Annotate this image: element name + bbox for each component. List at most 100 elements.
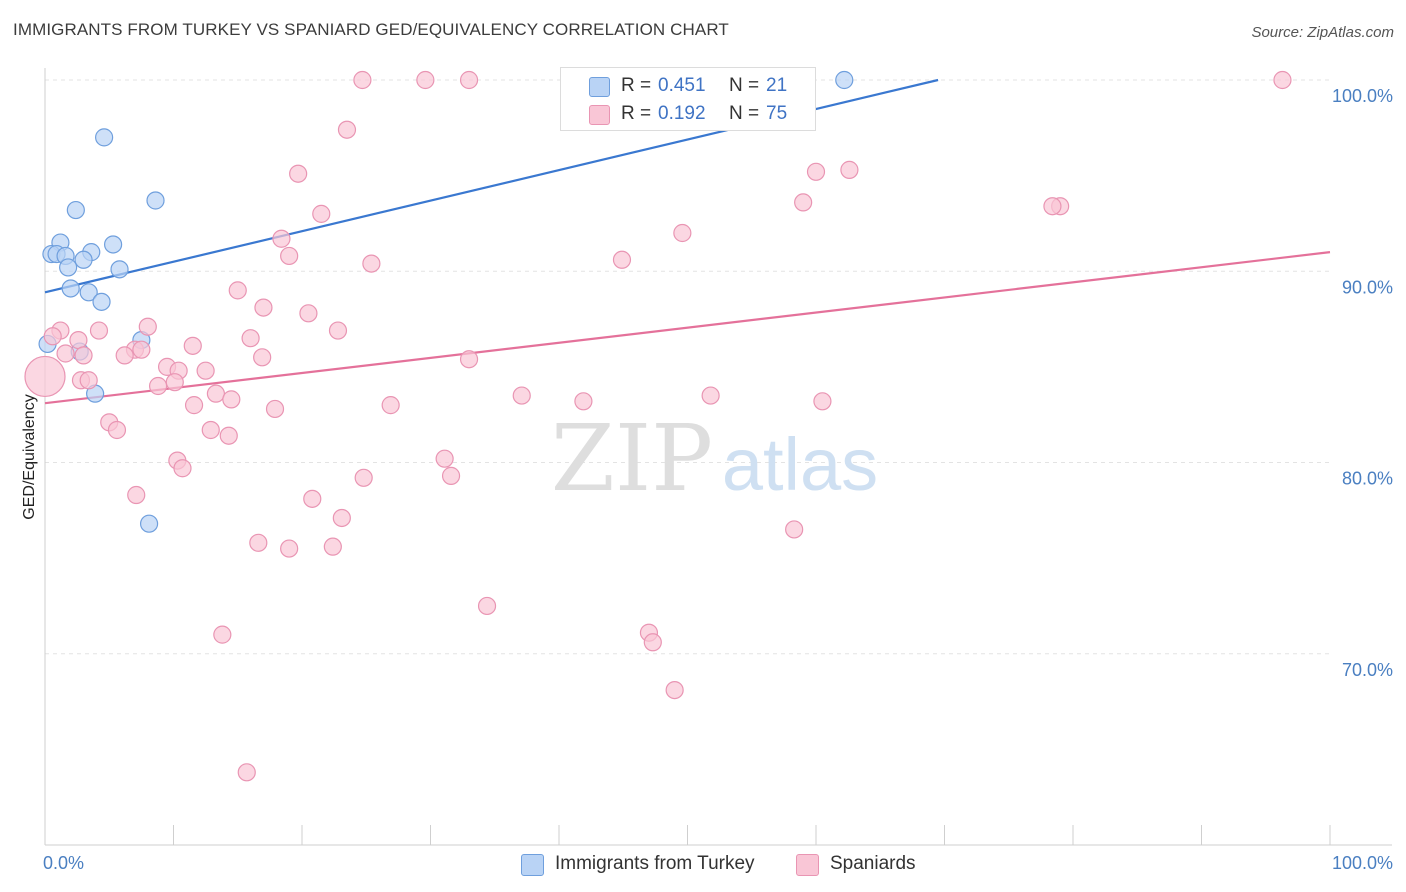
spaniard-point bbox=[74, 346, 93, 365]
turkey-point bbox=[139, 514, 159, 533]
spaniard-point bbox=[79, 371, 98, 390]
spaniard-point bbox=[184, 396, 204, 415]
legend-r-value: 0.451 bbox=[658, 75, 706, 96]
spaniard-point bbox=[196, 361, 215, 380]
source-label: Source: ZipAtlas.com bbox=[1251, 24, 1394, 41]
spaniard-point bbox=[381, 396, 400, 415]
spaniard-point bbox=[435, 449, 454, 468]
axes bbox=[44, 68, 1392, 846]
spaniard-point bbox=[612, 250, 632, 269]
y-tick-label: 80.0% bbox=[1342, 469, 1393, 489]
spaniard-point bbox=[785, 520, 804, 539]
spaniard-point bbox=[574, 392, 593, 411]
watermark-zip: ZIP bbox=[551, 405, 713, 512]
x-tick-label: 100.0% bbox=[1332, 853, 1393, 873]
spaniard-point bbox=[459, 350, 479, 369]
bottom-legend-label-turkey: Immigrants from Turkey bbox=[555, 853, 755, 874]
spaniard-trend-line bbox=[44, 251, 1331, 405]
spaniard-point bbox=[241, 329, 260, 348]
spaniard-point bbox=[43, 327, 62, 346]
y-tick-label: 100.0% bbox=[1332, 86, 1393, 106]
turkey-point bbox=[59, 258, 78, 277]
spaniard-point bbox=[222, 390, 241, 409]
spaniard-point bbox=[665, 680, 684, 700]
spaniard-point bbox=[354, 468, 373, 487]
bottom-legend: Immigrants from Turkey Spaniards bbox=[0, 852, 1406, 878]
spaniard-point bbox=[303, 489, 322, 508]
spaniard-point bbox=[1043, 197, 1062, 216]
turkey-point bbox=[66, 200, 85, 220]
grid-lines bbox=[45, 79, 1330, 655]
spaniard-point bbox=[332, 508, 351, 528]
y-tick-label: 90.0% bbox=[1342, 277, 1393, 297]
legend-n-label: N = bbox=[729, 103, 760, 124]
spaniard-point bbox=[253, 348, 272, 367]
turkey-point bbox=[104, 235, 123, 254]
spaniard-point bbox=[127, 485, 146, 505]
spaniard-point bbox=[441, 466, 461, 485]
spaniard-point bbox=[148, 376, 168, 396]
spaniard-point bbox=[459, 70, 479, 90]
spaniard-point bbox=[840, 160, 859, 179]
spaniard-point bbox=[228, 281, 247, 300]
spaniard-point bbox=[806, 162, 826, 181]
spaniard-point bbox=[323, 537, 342, 556]
spaniard-point bbox=[265, 399, 285, 419]
spaniard-point bbox=[362, 254, 381, 273]
turkey-point bbox=[110, 260, 129, 279]
spaniard-point bbox=[289, 164, 308, 183]
x-tick-label: 0.0% bbox=[43, 853, 84, 873]
spaniard-point bbox=[643, 633, 662, 652]
spaniard-point bbox=[328, 321, 348, 340]
spaniard-point bbox=[213, 625, 232, 644]
spaniard-point bbox=[89, 321, 109, 340]
spaniard-point bbox=[272, 229, 291, 248]
spaniard-point bbox=[312, 204, 331, 223]
spaniard-point bbox=[165, 373, 184, 392]
spaniard-point bbox=[794, 193, 813, 212]
spaniard-point bbox=[280, 539, 299, 558]
turkey-point bbox=[146, 191, 165, 210]
spaniard-point bbox=[56, 344, 75, 363]
spaniard-point bbox=[254, 298, 273, 317]
legend-r-value: 0.192 bbox=[658, 103, 706, 124]
bottom-legend-swatch-spaniards bbox=[796, 854, 819, 876]
spaniard-point bbox=[183, 336, 202, 355]
turkey-point bbox=[61, 279, 80, 298]
spaniard-point bbox=[701, 386, 720, 405]
spaniard-point bbox=[337, 120, 357, 139]
turkey-point bbox=[95, 128, 114, 147]
turkey-point bbox=[835, 70, 854, 90]
legend-row-turkey: R = 0.451 N = 21 bbox=[561, 72, 815, 100]
bottom-legend-label-spaniards: Spaniards bbox=[830, 853, 916, 874]
spaniard-point bbox=[206, 384, 226, 403]
spaniard-point bbox=[173, 459, 192, 478]
spaniard-point bbox=[416, 70, 435, 90]
legend-r-label: R = bbox=[621, 75, 652, 96]
y-tick-labels: 70.0% 80.0% 90.0% 100.0% bbox=[1332, 86, 1393, 680]
spaniard-point bbox=[512, 386, 531, 405]
spaniard-point bbox=[24, 355, 66, 398]
legend-n-label: N = bbox=[729, 75, 760, 96]
legend-row-spaniards: R = 0.192 N = 75 bbox=[561, 100, 815, 128]
bottom-legend-swatch-turkey bbox=[521, 854, 544, 876]
legend-n-value: 21 bbox=[766, 75, 788, 96]
spaniard-point bbox=[813, 392, 832, 411]
spaniard-point bbox=[280, 246, 299, 266]
turkey-point bbox=[79, 283, 98, 302]
watermark-atlas: atlas bbox=[722, 423, 878, 506]
spaniard-point bbox=[107, 420, 127, 440]
legend-swatch-spaniards bbox=[589, 105, 610, 125]
y-axis-label: GED/Equivalency bbox=[21, 394, 38, 519]
spaniard-point bbox=[132, 340, 151, 359]
spaniard-point bbox=[299, 304, 318, 323]
legend: R = 0.451 N = 21 R = 0.192 N = 75 bbox=[560, 67, 816, 131]
spaniard-point bbox=[219, 426, 238, 445]
spaniard-point bbox=[1273, 70, 1292, 90]
legend-n-value: 75 bbox=[766, 103, 788, 124]
x-tick-labels: 0.0% 100.0% bbox=[43, 853, 1393, 873]
turkey-point bbox=[92, 292, 111, 311]
spaniard-point bbox=[249, 533, 268, 552]
spaniard-point bbox=[673, 223, 692, 243]
